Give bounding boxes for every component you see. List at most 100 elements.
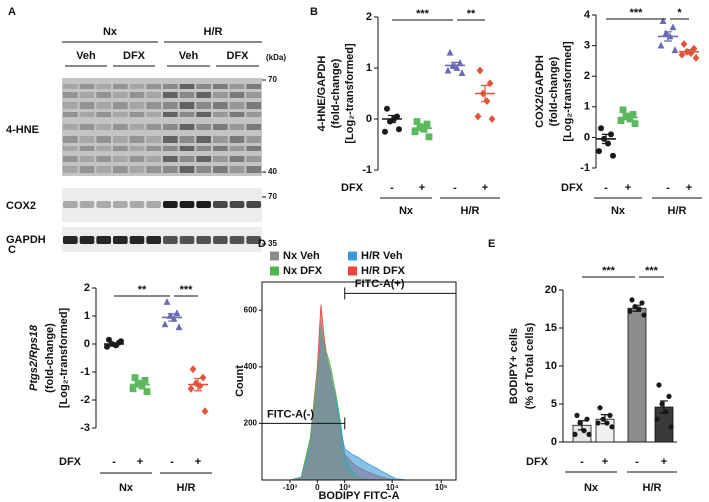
significance-label: ***: [416, 8, 430, 20]
blot-band: [113, 102, 128, 109]
blot-band: [129, 201, 145, 208]
data-point: [577, 420, 583, 426]
gate: [344, 287, 456, 300]
blot-band: [146, 124, 161, 130]
blot-band: [113, 112, 128, 117]
blot-band: [213, 136, 228, 143]
blot-band: [79, 146, 95, 151]
blot-band: [246, 124, 261, 130]
blot-band: [96, 236, 111, 244]
data-point: [598, 125, 604, 132]
y-tick-label: 1: [366, 62, 372, 74]
blot-row-label: COX2: [6, 200, 36, 212]
y-axis-label: (fold-change): [330, 58, 342, 128]
blot-band: [129, 136, 145, 143]
blot-band: [196, 146, 211, 151]
gate-label: FITC-A(-): [267, 408, 314, 420]
x-tick-label: 0: [315, 483, 320, 492]
blot-band: [246, 201, 261, 208]
category-label: -: [170, 456, 174, 468]
y-tick-label: 200: [244, 419, 258, 428]
significance-label: ***: [180, 284, 194, 296]
blot-band: [96, 84, 111, 89]
data-point: [138, 382, 146, 390]
blot-band: [163, 236, 178, 244]
error-bar: [660, 400, 668, 414]
blot-band: [146, 146, 161, 151]
blot-band: [146, 112, 161, 117]
blot-band: [113, 156, 128, 162]
data-point: [627, 308, 633, 314]
data-point: [189, 365, 197, 374]
treatment-label: DFX: [123, 50, 146, 62]
error-bar: [601, 414, 609, 425]
data-point: [586, 431, 592, 437]
category-label: +: [195, 456, 201, 468]
blot-band: [179, 136, 195, 143]
data-point: [609, 424, 615, 430]
blot-band: [79, 236, 95, 244]
plot-frame: [261, 281, 457, 481]
significance-label: ***: [645, 265, 659, 277]
data-point: [384, 105, 390, 112]
blot-band: [113, 124, 128, 130]
data-point: [629, 111, 637, 118]
group-label: H/R: [177, 482, 196, 494]
blot-row-label: GAPDH: [6, 234, 46, 246]
condition-label: Nx: [103, 26, 118, 38]
data-point: [199, 373, 207, 382]
x-tick-label: 10³: [339, 483, 351, 492]
blot-band: [129, 124, 145, 130]
blot-band: [63, 102, 78, 109]
y-tick-label: -2: [80, 394, 90, 406]
data-point: [671, 46, 679, 54]
legend-label: H/R Veh: [361, 250, 403, 262]
data-point: [669, 23, 677, 31]
data-point: [173, 309, 181, 317]
data-point: [453, 64, 461, 71]
blot-band: [163, 102, 178, 109]
category-label: -: [604, 182, 608, 194]
data-point: [595, 420, 601, 426]
group-label: Nx: [399, 205, 414, 217]
row-label: DFX: [341, 182, 364, 194]
blot-band: [163, 84, 178, 89]
data-point: [690, 44, 698, 53]
legend-label: Nx Veh: [283, 250, 320, 262]
row-label: DFX: [561, 182, 584, 194]
y-tick-label: -3: [80, 422, 90, 434]
blot-band: [129, 166, 145, 173]
category-label: +: [686, 182, 692, 194]
category-label: -: [666, 182, 670, 194]
blot-band: [213, 236, 228, 244]
blot-band: [213, 92, 228, 98]
blot-band: [113, 136, 128, 143]
data-point: [187, 384, 195, 393]
blot-band: [163, 156, 178, 162]
significance-label: ***: [630, 7, 644, 19]
blot-band: [113, 84, 128, 89]
blot-row-label: 4-HNE: [6, 124, 39, 136]
data-point: [657, 41, 665, 49]
blot-band: [163, 146, 178, 151]
blot-band: [96, 124, 111, 130]
y-axis-label: 4-HNE/GAPDH: [316, 56, 328, 132]
group-label: H/R: [461, 205, 480, 217]
blot-band: [96, 166, 111, 173]
blot-band: [179, 166, 195, 173]
data-point: [619, 106, 627, 114]
y-axis-label: (fold-change): [548, 56, 560, 126]
marker-label: 40: [268, 167, 277, 176]
data-point: [175, 323, 183, 331]
data-point: [678, 50, 686, 59]
blot-band: [63, 201, 78, 208]
blot-band: [163, 124, 178, 130]
blot-band: [129, 112, 145, 117]
legend-label: H/R DFX: [361, 265, 406, 277]
data-point: [143, 388, 151, 395]
blot-band: [96, 156, 111, 162]
data-point: [118, 338, 124, 345]
blot-band: [129, 156, 145, 162]
legend-swatch: [348, 251, 357, 261]
